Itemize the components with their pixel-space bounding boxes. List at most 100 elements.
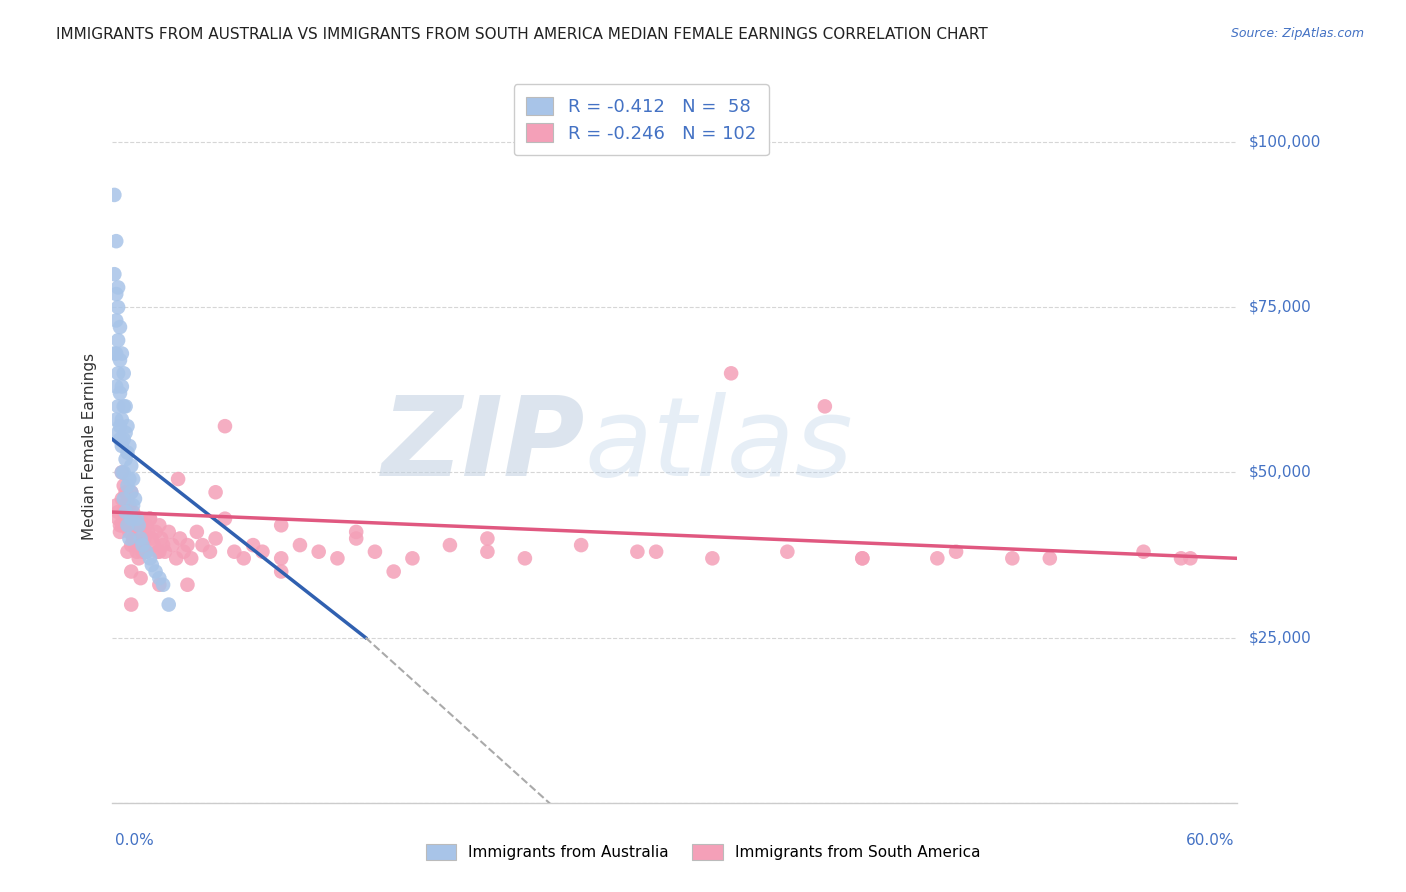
Point xyxy=(103,188,125,202)
Point xyxy=(108,320,131,334)
Point xyxy=(107,505,129,519)
Point xyxy=(139,511,162,525)
Point xyxy=(139,511,162,525)
Point xyxy=(117,478,139,492)
Point xyxy=(111,518,134,533)
Point xyxy=(117,419,139,434)
Point xyxy=(173,545,195,559)
Point xyxy=(169,532,191,546)
Point xyxy=(120,485,142,500)
Text: $25,000: $25,000 xyxy=(1249,630,1312,645)
Point xyxy=(242,538,264,552)
Point xyxy=(131,518,153,533)
Point xyxy=(198,545,221,559)
Point xyxy=(180,551,202,566)
Point xyxy=(270,518,292,533)
Point xyxy=(165,551,187,566)
Point xyxy=(851,551,873,566)
Point xyxy=(162,538,184,552)
Point xyxy=(112,433,135,447)
Point xyxy=(105,412,128,426)
Point xyxy=(146,545,169,559)
Point xyxy=(107,333,129,347)
Point xyxy=(118,532,141,546)
Point xyxy=(148,545,170,559)
Point xyxy=(111,466,134,480)
Point xyxy=(204,532,226,546)
Point xyxy=(167,472,190,486)
Point xyxy=(135,545,157,559)
Point xyxy=(1132,545,1154,559)
Point xyxy=(108,419,131,434)
Point xyxy=(139,551,162,566)
Point xyxy=(477,545,499,559)
Point xyxy=(112,505,135,519)
Point xyxy=(124,491,146,506)
Point xyxy=(1039,551,1062,566)
Point xyxy=(1170,551,1192,566)
Point xyxy=(114,425,136,440)
Point xyxy=(288,538,311,552)
Point xyxy=(1180,551,1202,566)
Point xyxy=(569,538,592,552)
Point xyxy=(308,545,330,559)
Point xyxy=(129,571,152,585)
Text: 60.0%: 60.0% xyxy=(1187,833,1234,848)
Point xyxy=(128,524,150,539)
Point xyxy=(103,346,125,360)
Point xyxy=(401,551,423,566)
Point xyxy=(111,346,134,360)
Text: $75,000: $75,000 xyxy=(1249,300,1312,315)
Point xyxy=(125,545,148,559)
Point xyxy=(124,538,146,552)
Point xyxy=(214,419,236,434)
Point xyxy=(439,538,461,552)
Point xyxy=(136,524,159,539)
Point xyxy=(125,518,148,533)
Point xyxy=(105,234,128,248)
Point xyxy=(344,532,367,546)
Point xyxy=(112,367,135,381)
Point xyxy=(112,466,135,480)
Point xyxy=(105,499,128,513)
Point xyxy=(150,532,173,546)
Point xyxy=(103,267,125,281)
Point xyxy=(118,524,141,539)
Point xyxy=(120,485,142,500)
Point xyxy=(204,485,226,500)
Point xyxy=(157,598,180,612)
Point xyxy=(945,545,967,559)
Point xyxy=(122,472,145,486)
Point xyxy=(122,499,145,513)
Point xyxy=(114,511,136,525)
Point xyxy=(107,280,129,294)
Point xyxy=(153,545,176,559)
Point xyxy=(135,518,157,533)
Point xyxy=(186,524,208,539)
Point xyxy=(120,458,142,473)
Point xyxy=(117,445,139,459)
Point xyxy=(105,379,128,393)
Point xyxy=(105,313,128,327)
Text: $100,000: $100,000 xyxy=(1249,135,1320,150)
Point xyxy=(118,439,141,453)
Point xyxy=(111,439,134,453)
Text: IMMIGRANTS FROM AUSTRALIA VS IMMIGRANTS FROM SOUTH AMERICA MEDIAN FEMALE EARNING: IMMIGRANTS FROM AUSTRALIA VS IMMIGRANTS … xyxy=(56,27,988,42)
Point xyxy=(702,551,724,566)
Point xyxy=(124,511,146,525)
Point xyxy=(720,367,742,381)
Point xyxy=(117,518,139,533)
Point xyxy=(120,565,142,579)
Point xyxy=(114,505,136,519)
Point xyxy=(108,353,131,368)
Point xyxy=(382,565,405,579)
Point xyxy=(131,545,153,559)
Point xyxy=(927,551,949,566)
Point xyxy=(128,518,150,533)
Point xyxy=(645,545,668,559)
Point xyxy=(129,511,152,525)
Point xyxy=(135,545,157,559)
Point xyxy=(224,545,246,559)
Point xyxy=(128,551,150,566)
Point xyxy=(477,532,499,546)
